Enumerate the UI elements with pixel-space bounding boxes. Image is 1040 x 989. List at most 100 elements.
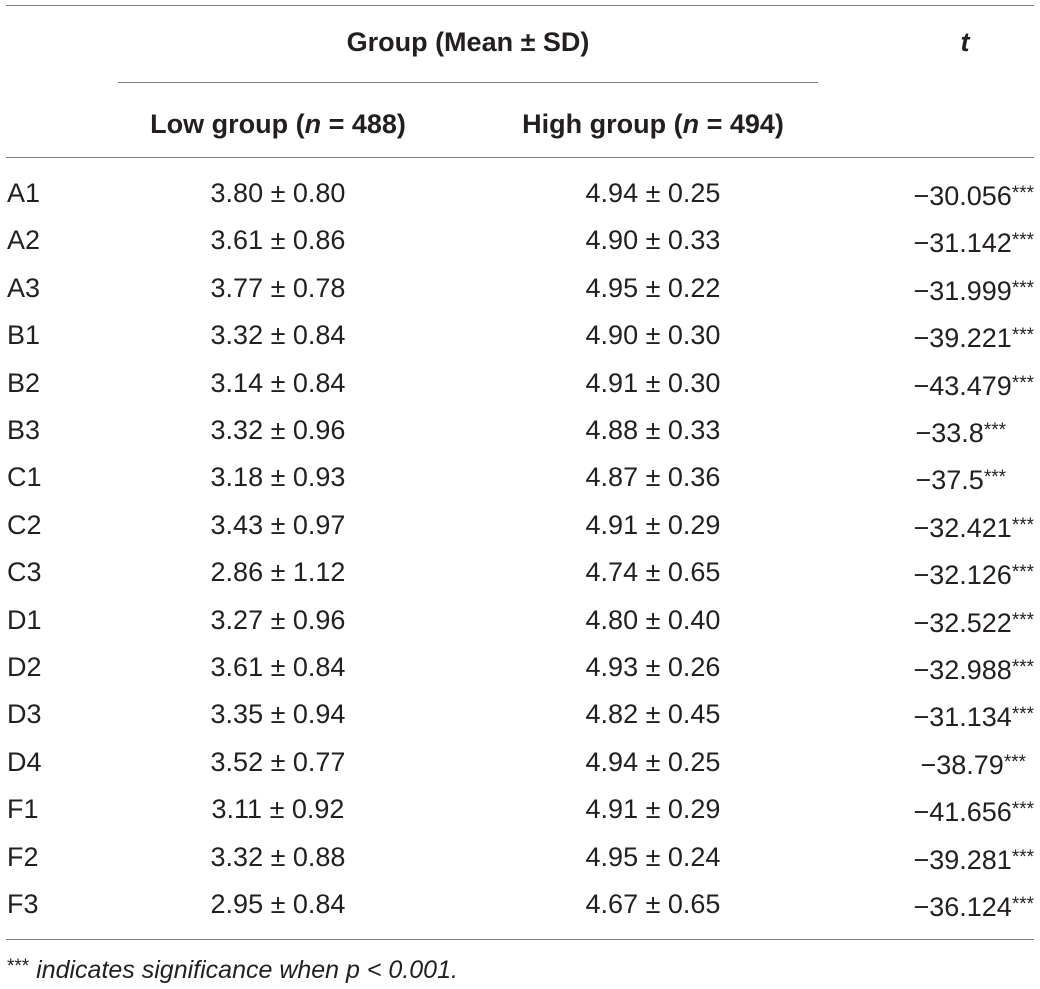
low-group-value: 2.95 ± 0.84 (210, 889, 346, 919)
low-group-value: 3.52 ± 0.77 (210, 746, 346, 777)
t-value: −32.522*** (913, 607, 1034, 638)
row-label: C1 (7, 462, 42, 493)
high-group-value: 4.88 ± 0.33 (585, 415, 721, 445)
low-group-value: 3.27 ± 0.96 (210, 604, 346, 635)
high-group-value: 4.90 ± 0.33 (585, 225, 721, 256)
table-row: B3 3.32 ± 0.96 4.88 ± 0.33 −33.8*** (0, 407, 1040, 454)
significance-marker: *** (1003, 751, 1026, 773)
low-group-value: 2.86 ± 1.12 (210, 557, 346, 588)
high-group-value: 4.95 ± 0.22 (585, 272, 721, 303)
low-group-value: 3.80 ± 0.80 (210, 178, 346, 208)
footnote-stars: *** (7, 956, 30, 977)
table-row: F3 2.95 ± 0.84 4.67 ± 0.65 −36.124*** (0, 881, 1040, 928)
row-label: D1 (7, 604, 42, 635)
significance-marker: *** (1011, 183, 1034, 204)
row-label: D3 (7, 699, 42, 730)
table-row: B1 3.32 ± 0.84 4.90 ± 0.30 −39.221*** (0, 312, 1040, 359)
low-group-value: 3.77 ± 0.78 (210, 272, 346, 303)
header-bottom-rule (6, 157, 1034, 158)
table-row: A1 3.80 ± 0.80 4.94 ± 0.25 −30.056*** (0, 170, 1040, 217)
low-group-value: 3.14 ± 0.84 (210, 367, 346, 398)
t-value: −31.142*** (913, 228, 1034, 259)
row-label: A2 (7, 225, 41, 256)
table-bottom-rule (6, 939, 1034, 940)
low-group-header: Low group (n = 488) (150, 109, 406, 139)
row-label: A3 (7, 272, 41, 303)
t-value: −43.479*** (913, 370, 1034, 401)
high-group-value: 4.94 ± 0.25 (585, 746, 721, 777)
t-value: −41.656*** (913, 797, 1034, 828)
row-label: C3 (7, 557, 42, 588)
row-label: D4 (7, 746, 42, 777)
significance-marker: *** (1011, 230, 1034, 252)
significance-marker: *** (1011, 277, 1034, 299)
table-row: C3 2.86 ± 1.12 4.74 ± 0.65 −32.126*** (0, 549, 1040, 596)
significance-marker: *** (983, 420, 1006, 441)
t-value: −39.221*** (913, 323, 1034, 354)
low-group-value: 3.32 ± 0.88 (210, 841, 346, 872)
high-group-value: 4.94 ± 0.25 (585, 178, 721, 208)
high-group-value: 4.91 ± 0.30 (585, 367, 721, 398)
low-group-value: 3.61 ± 0.84 (210, 652, 346, 682)
t-value: −37.5*** (915, 465, 1006, 496)
significance-marker: *** (1011, 894, 1034, 915)
high-group-value: 4.91 ± 0.29 (585, 794, 721, 825)
low-group-value: 3.11 ± 0.92 (211, 794, 345, 825)
t-value: −30.056*** (913, 181, 1034, 211)
t-value: −31.999*** (913, 275, 1034, 306)
high-group-value: 4.87 ± 0.36 (585, 462, 721, 493)
significance-marker: *** (1011, 799, 1034, 821)
row-label: F2 (7, 841, 39, 872)
table-row: F1 3.11 ± 0.92 4.91 ± 0.29 −41.656*** (0, 786, 1040, 833)
row-label: A1 (7, 178, 41, 208)
table-row: D3 3.35 ± 0.94 4.82 ± 0.45 −31.134*** (0, 691, 1040, 738)
significance-marker: *** (1011, 704, 1034, 726)
significance-marker: *** (983, 467, 1006, 489)
t-column-header: t (960, 27, 970, 57)
table-row: D4 3.52 ± 0.77 4.94 ± 0.25 −38.79*** (0, 739, 1040, 786)
high-group-value: 4.67 ± 0.65 (585, 889, 721, 919)
low-group-value: 3.32 ± 0.84 (210, 320, 346, 351)
significance-marker: *** (1011, 846, 1034, 868)
row-label: B1 (7, 320, 41, 351)
high-group-value: 4.91 ± 0.29 (585, 509, 721, 540)
high-group-header: High group (n = 494) (522, 109, 784, 139)
high-group-value: 4.90 ± 0.30 (585, 320, 721, 351)
t-value: −38.79*** (920, 749, 1026, 780)
footnote-text: indicates significance when p < 0.001. (29, 956, 458, 984)
group-header-underline (118, 82, 818, 83)
table-row: D2 3.61 ± 0.84 4.93 ± 0.26 −32.988*** (0, 644, 1040, 691)
significance-marker: *** (1011, 514, 1034, 536)
table-row: A2 3.61 ± 0.86 4.90 ± 0.33 −31.142*** (0, 217, 1040, 264)
low-group-value: 3.32 ± 0.96 (210, 415, 346, 445)
high-group-value: 4.80 ± 0.40 (585, 604, 721, 635)
t-value: −32.126*** (913, 560, 1034, 591)
t-value: −31.134*** (913, 702, 1034, 733)
significance-marker: *** (1011, 609, 1034, 631)
significance-marker: *** (1011, 372, 1034, 394)
t-value: −33.8*** (915, 418, 1006, 448)
significance-marker: *** (1011, 325, 1034, 347)
table-row: F2 3.32 ± 0.88 4.95 ± 0.24 −39.281*** (0, 834, 1040, 881)
low-group-value: 3.61 ± 0.86 (210, 225, 346, 256)
significance-marker: *** (1011, 562, 1034, 584)
table-row: B2 3.14 ± 0.84 4.91 ± 0.30 −43.479*** (0, 360, 1040, 407)
low-group-value: 3.43 ± 0.97 (210, 509, 346, 540)
low-group-value: 3.35 ± 0.94 (210, 699, 346, 730)
row-label: B2 (7, 367, 41, 398)
table-row: C2 3.43 ± 0.97 4.91 ± 0.29 −32.421*** (0, 502, 1040, 549)
t-value: −36.124*** (913, 892, 1034, 922)
significance-marker: *** (1011, 657, 1034, 678)
table-top-rule (6, 5, 1034, 6)
high-group-value: 4.93 ± 0.26 (585, 652, 721, 682)
high-group-value: 4.82 ± 0.45 (585, 699, 721, 730)
t-value: −39.281*** (913, 844, 1034, 875)
row-label: D2 (7, 652, 42, 682)
row-label: B3 (7, 415, 41, 445)
row-label: F3 (7, 889, 39, 919)
t-value: −32.988*** (913, 655, 1034, 685)
table-footnote: *** indicates significance when p < 0.00… (7, 948, 458, 986)
high-group-value: 4.95 ± 0.24 (585, 841, 721, 872)
table-row: C1 3.18 ± 0.93 4.87 ± 0.36 −37.5*** (0, 454, 1040, 501)
table-row: D1 3.27 ± 0.96 4.80 ± 0.40 −32.522*** (0, 597, 1040, 644)
